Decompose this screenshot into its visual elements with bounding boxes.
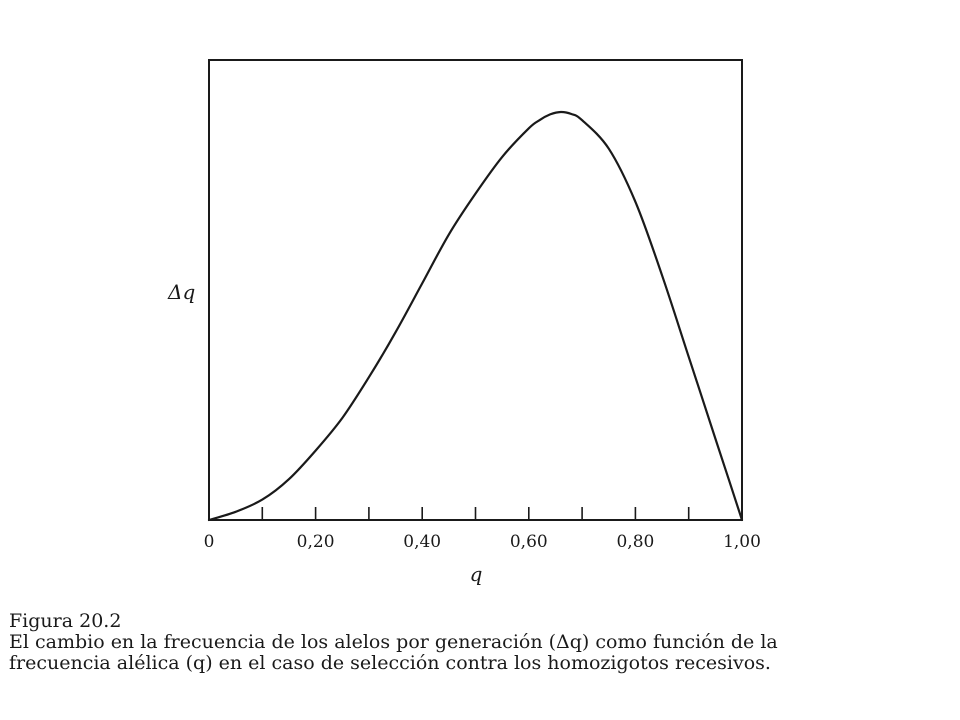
- x-tick-label-5: 1,00: [723, 532, 761, 552]
- x-tick-label-1: 0,20: [297, 532, 335, 552]
- x-tick-label-0: 0: [204, 532, 215, 552]
- x-axis-label: q: [470, 562, 483, 586]
- x-minor-ticks: [261, 507, 690, 520]
- series-curve: [207, 110, 744, 522]
- x-tick-label-3: 0,60: [510, 532, 548, 552]
- figure-caption: Figura 20.2 El cambio en la frecuencia d…: [9, 611, 954, 674]
- caption-line-2: frecuencia alélica (q) en el caso de sel…: [9, 652, 771, 674]
- x-tick-label-4: 0,80: [616, 532, 654, 552]
- x-tick-labels: 0 0,20 0,40 0,60 0,80 1,00: [204, 532, 761, 552]
- plot-frame: [208, 59, 743, 521]
- caption-line-1: El cambio en la frecuencia de los alelos…: [9, 631, 778, 653]
- figure-number: Figura 20.2: [9, 610, 122, 632]
- x-tick-label-2: 0,40: [403, 532, 441, 552]
- y-axis-label: Δq: [167, 280, 195, 304]
